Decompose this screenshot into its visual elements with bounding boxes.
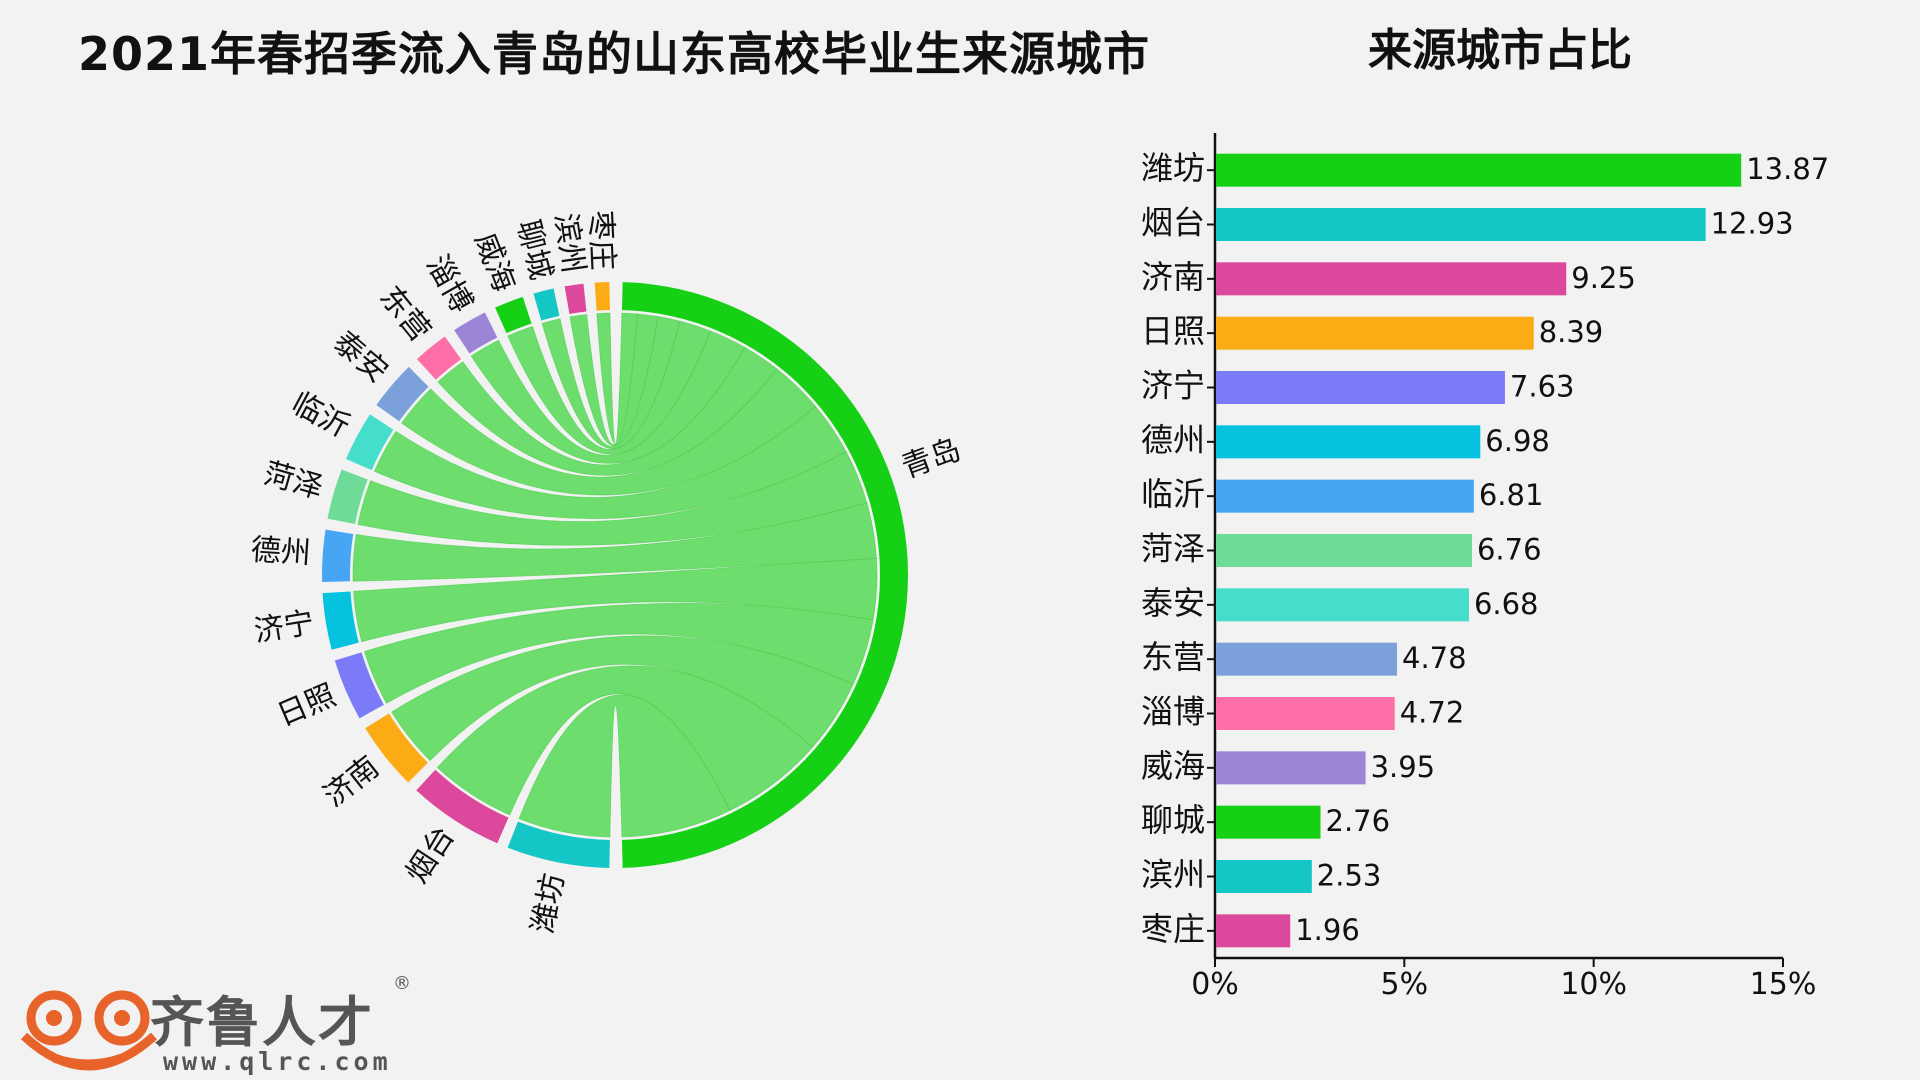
value-label: 1.96 [1295,913,1360,947]
chord-arc [327,469,368,524]
value-label: 7.63 [1510,370,1575,404]
chord-ribbons [352,312,878,838]
chord-arc [594,282,610,311]
category-label: 东营 [1141,638,1205,676]
chord-label: 滨州 [548,211,591,275]
x-tick-label: 5% [1381,967,1429,1000]
chord-arc [416,769,509,844]
chord-label: 枣庄 [582,210,620,271]
category-label: 济宁 [1141,367,1205,405]
bar [1216,914,1291,948]
value-label: 6.81 [1479,478,1544,512]
value-label: 8.39 [1539,315,1604,349]
value-label: 6.98 [1485,424,1550,458]
bar [1216,805,1321,839]
bar [1216,642,1398,676]
bar [1216,534,1472,567]
chart-title: 2021年春招季流入青岛的山东高校毕业生来源城市 [78,27,1151,81]
category-label: 日照 [1141,312,1205,350]
chord-arc [365,713,428,783]
value-label: 13.87 [1746,152,1829,186]
bar [1216,697,1395,730]
value-label: 2.76 [1326,804,1391,838]
chord-arc [495,296,532,334]
bar [1216,208,1706,241]
chord-arc [345,414,394,471]
bar [1216,479,1474,513]
bar [1216,425,1481,459]
bar [1216,371,1505,404]
bar [1216,860,1312,893]
category-label: 菏泽 [1141,530,1205,568]
category-label: 潍坊 [1141,149,1205,187]
category-label: 烟台 [1141,204,1205,242]
chord-ribbon [596,312,639,445]
category-label: 临沂 [1141,475,1205,513]
bar [1216,751,1366,785]
bar [1216,153,1742,187]
chord-arc [416,336,462,380]
category-label: 滨州 [1141,856,1205,894]
chord-arcs [322,282,908,868]
chord-arc [376,366,429,422]
category-label: 威海 [1141,747,1205,785]
chord-arc [533,288,560,321]
value-label: 6.68 [1474,587,1539,621]
bar-chart: 0% 5% 10% 15% 潍坊 13.87 烟台 12.93 济南 9.25 日照 8.39 济宁 7.… [1141,133,1829,1000]
value-label: 3.95 [1371,750,1436,784]
chord-arc [507,821,610,868]
category-label: 济南 [1141,258,1205,296]
value-label: 4.78 [1402,641,1467,675]
value-label: 9.25 [1571,261,1636,295]
chord-arc [334,652,384,719]
bar-axes: 0% 5% 10% 15% [1191,133,1816,1000]
category-label: 淄博 [1141,693,1205,731]
bar-chart-title: 来源城市占比 [1368,25,1632,76]
bar [1216,588,1469,622]
category-label: 泰安 [1141,584,1205,622]
category-label: 德州 [1141,421,1205,459]
chord-arc-target [621,282,908,868]
x-tick-label: 10% [1560,967,1627,1000]
category-label: 聊城 [1141,801,1205,839]
value-label: 6.76 [1477,533,1542,567]
chord-arc [564,283,587,314]
bars: 潍坊 13.87 烟台 12.93 济南 9.25 日照 8.39 济宁 7.63 德州 6.98 临沂… [1141,149,1829,948]
chord-label: 德州 [250,533,312,572]
chord-arc [454,312,498,354]
chord-arc [322,529,354,582]
logo-url: www.qlrc.com [163,1047,392,1076]
value-label: 2.53 [1317,859,1382,893]
value-label: 4.72 [1400,696,1465,730]
bar [1216,262,1567,296]
frog-logo-icon [20,990,158,1071]
logo-registered-mark: ® [393,973,411,994]
category-label: 枣庄 [1141,910,1205,948]
bar [1216,316,1534,350]
logo-name: 齐鲁人才 [150,991,374,1054]
value-label: 12.93 [1711,207,1794,241]
x-tick-label: 0% [1191,967,1239,1000]
x-tick-label: 15% [1750,967,1817,1000]
chord-arc [322,591,359,650]
